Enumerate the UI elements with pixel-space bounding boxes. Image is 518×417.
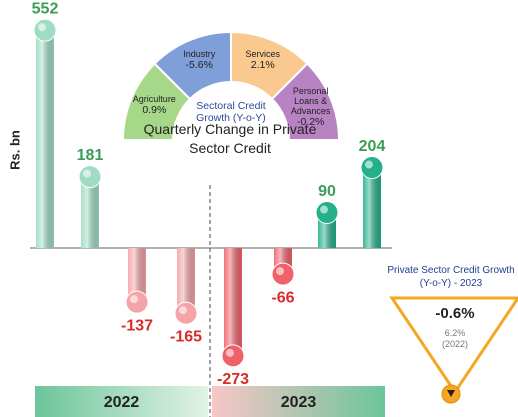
callout-period: (2022) [441, 339, 468, 349]
sector-value: 0.9% [142, 104, 167, 117]
callout-triangle [389, 296, 518, 395]
bar-cap [33, 18, 57, 42]
bar-cap [360, 156, 384, 180]
sector-name: Personal Loans & Advances [290, 86, 331, 117]
year-label: 2022 [104, 394, 140, 411]
year-band [35, 386, 208, 417]
sector-name: Services [245, 49, 280, 60]
bar-cap-highlight [226, 348, 234, 357]
bar-shine [363, 167, 381, 249]
gauge-segment [270, 62, 341, 141]
callout-previous: 6.2% [444, 328, 466, 338]
bar-shine [177, 248, 195, 314]
gauge-label: Agriculture 0.9% [122, 94, 186, 115]
bar-cap [221, 344, 245, 368]
sector-value: -0.2% [296, 116, 325, 129]
value-label: -273 [217, 371, 249, 388]
year-band [212, 386, 385, 417]
bar-cap [174, 301, 198, 325]
gauge-label: Services 2.1% [231, 49, 295, 70]
callout-title: Private Sector Credit Growth (Y-o-Y) - 2… [387, 265, 515, 289]
callout-value: -0.6% [435, 305, 475, 322]
y-axis-label: Rs. bn [7, 130, 22, 170]
sector-value: -5.6% [185, 59, 213, 72]
bar-shine [224, 248, 242, 356]
gauge-label: Industry -5.6% [167, 49, 231, 70]
value-label: 181 [77, 147, 104, 164]
bar-cap-highlight [365, 160, 373, 169]
value-label: 204 [359, 138, 386, 155]
bar-cap-highlight [83, 169, 91, 178]
sector-name: Industry [183, 49, 216, 60]
down-arrow [447, 390, 455, 397]
bar-cap-highlight [320, 205, 328, 214]
bar-cap-highlight [130, 295, 138, 304]
gauge-title: Sectoral Credit Growth (Y-o-Y) [196, 100, 266, 124]
gauge-label: Personal Loans & Advances -0.2% [288, 86, 334, 127]
value-label: 552 [32, 0, 59, 17]
value-label: -137 [121, 317, 153, 334]
value-label: -165 [170, 328, 202, 345]
bar-cap [125, 290, 149, 314]
value-label: -66 [271, 289, 294, 306]
bar-shine [36, 30, 54, 249]
sector-name: Agriculture [132, 94, 176, 105]
bar-cap-highlight [276, 267, 284, 276]
bar-cap-highlight [38, 23, 46, 32]
bar-shine [128, 248, 146, 303]
year-label: 2023 [281, 394, 317, 411]
bar-shine [81, 176, 99, 249]
bar-chart-title: Quarterly Change in Private Sector Credi… [143, 121, 317, 156]
bar-cap-highlight [179, 306, 187, 315]
sector-value: 2.1% [250, 59, 275, 72]
value-label: 90 [318, 183, 336, 200]
bar-cap [315, 201, 339, 225]
bar-cap [78, 165, 102, 189]
bar-cap [271, 262, 295, 286]
